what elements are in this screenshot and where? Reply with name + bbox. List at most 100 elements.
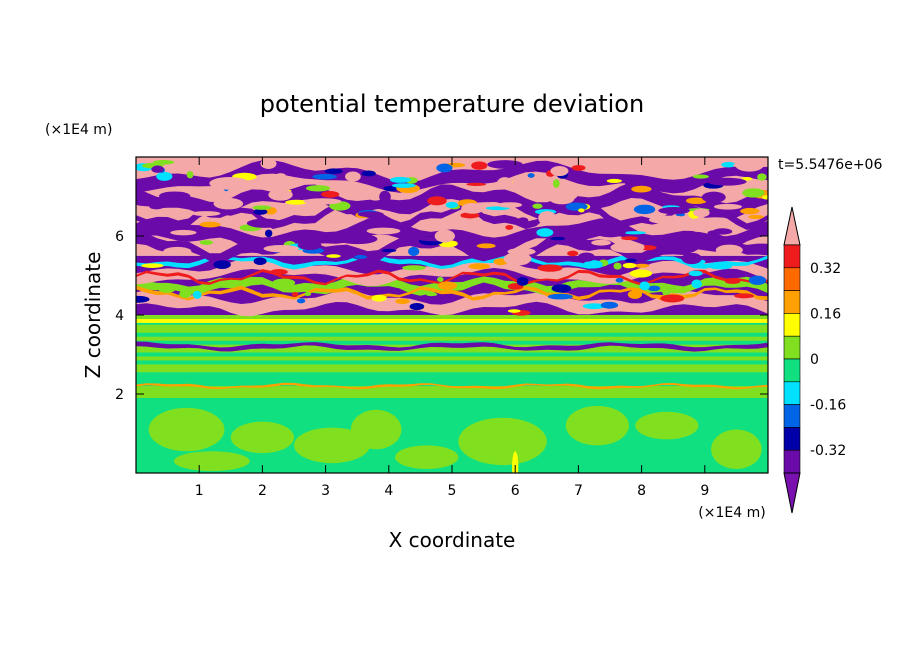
turbulent-eddy — [427, 196, 447, 206]
turbulent-eddy — [547, 293, 573, 300]
turbulent-eddy — [712, 228, 733, 235]
turbulent-eddy — [136, 210, 151, 216]
x-tick-label: 5 — [448, 483, 457, 499]
colorbar-tick-label: -0.32 — [810, 443, 846, 459]
turbulent-eddy — [312, 173, 337, 180]
turbulent-eddy — [337, 233, 378, 245]
turbulent-eddy — [159, 287, 175, 293]
y-tick-label: 2 — [115, 387, 124, 403]
turbulent-eddy — [275, 173, 286, 179]
turbulent-eddy — [613, 262, 622, 270]
turbulent-eddy — [445, 201, 458, 209]
turbulent-eddy — [357, 211, 384, 218]
turbulent-eddy — [199, 240, 213, 245]
lower-layer-blob — [395, 445, 459, 470]
upper-layer-band — [136, 285, 768, 301]
turbulent-eddy — [713, 203, 742, 210]
turbulent-eddy — [594, 226, 626, 238]
time-label: t=5.5476e+06 — [778, 157, 882, 173]
turbulent-eddy — [270, 269, 288, 275]
turbulent-eddy — [550, 236, 566, 241]
turbulent-eddy — [633, 263, 650, 268]
turbulent-eddy — [692, 174, 709, 179]
turbulent-eddy — [517, 217, 529, 224]
turbulent-eddy — [461, 202, 485, 214]
turbulent-eddy — [192, 290, 202, 299]
turbulent-eddy — [194, 204, 217, 211]
upper-layer-band — [136, 269, 768, 286]
turbulent-eddy — [685, 197, 707, 205]
turbulent-eddy — [621, 236, 639, 241]
lower-layer-blob — [350, 409, 402, 450]
turbulent-eddy — [136, 196, 167, 207]
turbulent-eddy — [660, 294, 685, 303]
colorbar-min-arrow — [783, 472, 801, 514]
x-tick-label: 9 — [700, 483, 709, 499]
turbulent-eddy — [615, 277, 624, 283]
top-layer-band — [136, 182, 768, 219]
turbulent-eddy — [408, 246, 420, 256]
turbulent-eddy — [466, 182, 486, 187]
turbulent-eddy — [141, 263, 164, 268]
turbulent-eddy — [354, 255, 368, 259]
colorbar-segment — [783, 267, 801, 291]
colorbar-segment — [783, 404, 801, 428]
upper-layer-band — [136, 257, 768, 287]
top-layer-band — [136, 203, 768, 231]
middle-layer-intrusion — [136, 341, 768, 352]
turbulent-eddy — [402, 265, 426, 271]
turbulent-eddy — [345, 171, 361, 182]
middle-layer-stripe — [136, 374, 768, 381]
turbulent-eddy — [748, 214, 764, 219]
turbulent-eddy — [734, 293, 754, 299]
turbulent-eddy — [733, 162, 764, 168]
turbulent-eddy — [268, 188, 293, 201]
middle-layer-stripe — [136, 344, 768, 353]
turbulent-eddy — [715, 244, 743, 256]
lower-layer-blob — [635, 411, 699, 440]
turbulent-eddy — [179, 290, 192, 299]
turbulent-eddy — [725, 279, 741, 284]
turbulent-eddy — [622, 262, 637, 269]
turbulent-eddy — [721, 161, 736, 168]
turbulent-eddy — [537, 264, 563, 272]
turbulent-eddy — [582, 303, 606, 310]
turbulent-eddy — [305, 185, 331, 192]
turbulent-eddy — [471, 161, 488, 170]
turbulent-eddy — [571, 164, 586, 171]
turbulent-eddy — [285, 199, 308, 205]
turbulent-eddy — [234, 243, 262, 253]
middle-layer-stripe — [136, 315, 768, 319]
turbulent-eddy — [321, 190, 340, 198]
turbulent-eddy — [761, 195, 768, 200]
top-layer-band — [136, 232, 768, 264]
turbulent-eddy — [366, 227, 401, 235]
turbulent-eddy — [691, 279, 703, 289]
turbulent-eddy — [624, 258, 637, 263]
turbulent-eddy — [296, 298, 306, 304]
turbulent-eddy — [688, 223, 713, 233]
turbulent-eddy — [326, 254, 341, 258]
turbulent-eddy — [600, 301, 619, 309]
turbulent-eddy — [527, 173, 535, 178]
turbulent-eddy — [707, 177, 747, 186]
turbulent-eddy — [468, 263, 491, 270]
turbulent-eddy — [170, 229, 197, 236]
lower-layer-blob — [148, 407, 225, 452]
turbulent-eddy — [437, 281, 458, 290]
x-tick-label: 7 — [574, 483, 583, 499]
turbulent-eddy — [371, 294, 387, 302]
lower-layer-blob — [458, 417, 547, 466]
turbulent-eddy — [627, 290, 643, 299]
turbulent-eddy — [624, 177, 637, 187]
x-tick-label: 3 — [321, 483, 330, 499]
turbulent-eddy — [631, 185, 652, 193]
turbulent-eddy — [565, 202, 588, 211]
turbulent-eddy — [260, 158, 277, 169]
colorbar-segment — [783, 449, 801, 474]
turbulent-eddy — [681, 252, 702, 265]
turbulent-eddy — [246, 218, 283, 228]
turbulent-eddy — [610, 241, 645, 253]
turbulent-eddy — [391, 183, 416, 188]
